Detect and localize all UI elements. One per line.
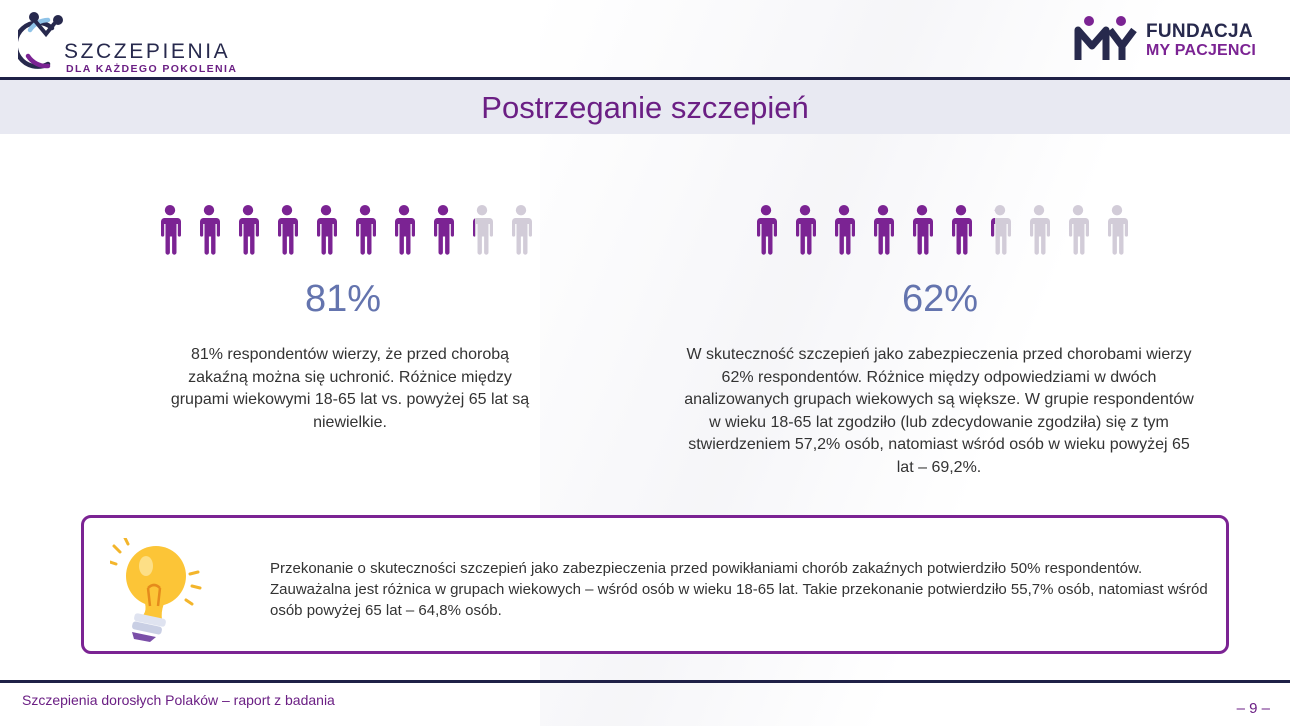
header-divider <box>0 77 1290 80</box>
person-icon <box>913 205 933 255</box>
info-text: Przekonanie o skuteczności szczepień jak… <box>270 560 1208 619</box>
page-title: Postrzeganie szczepień <box>481 90 809 125</box>
percent-62: 62% <box>901 278 979 320</box>
person-icon <box>952 205 972 255</box>
percent-81: 81% <box>304 278 382 320</box>
person-icon <box>1069 205 1089 255</box>
stat-description-81: 81% respondentów wierzy, że przed chorob… <box>170 346 530 431</box>
lightbulb-icon <box>110 538 202 642</box>
person-icon <box>278 205 298 255</box>
person-icon <box>395 205 415 255</box>
people-pictogram-62 <box>754 205 1134 257</box>
person-icon <box>757 205 777 255</box>
my-pacjenci-logo-icon <box>1074 16 1137 60</box>
title-band: Postrzeganie szczepień <box>0 80 1290 134</box>
person-icon <box>161 205 181 255</box>
footer-divider <box>0 680 1290 683</box>
logo-right-line2: MY PACJENCI <box>1146 42 1257 59</box>
page-number: – 9 – <box>1236 700 1270 717</box>
person-icon <box>1030 205 1050 255</box>
footer-report-title: Szczepienia dorosłych Polaków – raport z… <box>22 692 335 708</box>
person-icon <box>796 205 816 255</box>
person-icon <box>874 205 894 255</box>
logo-fundacja: FUNDACJA MY PACJENCI <box>1074 14 1274 66</box>
person-icon <box>434 205 454 255</box>
logo-szczepienia: SZCZEPIENIA DLA KAŻDEGO POKOLENIA <box>18 8 268 75</box>
person-icon <box>835 205 855 255</box>
person-icon <box>356 205 376 255</box>
vaccination-logo-icon <box>18 12 63 69</box>
person-icon <box>200 205 220 255</box>
logo-left-title: SZCZEPIENIA <box>64 40 231 63</box>
person-icon <box>991 205 1011 255</box>
logo-left-subtitle: DLA KAŻDEGO POKOLENIA <box>66 63 238 75</box>
person-icon <box>239 205 259 255</box>
person-icon <box>317 205 337 255</box>
logo-right-line1: FUNDACJA <box>1146 21 1253 42</box>
person-icon <box>473 205 493 255</box>
info-box: Przekonanie o skuteczności szczepień jak… <box>81 515 1229 654</box>
person-icon <box>512 205 532 255</box>
stat-description-62: W skuteczność szczepień jako zabezpiecze… <box>684 346 1194 476</box>
person-icon <box>1108 205 1128 255</box>
people-pictogram-81 <box>158 205 538 257</box>
